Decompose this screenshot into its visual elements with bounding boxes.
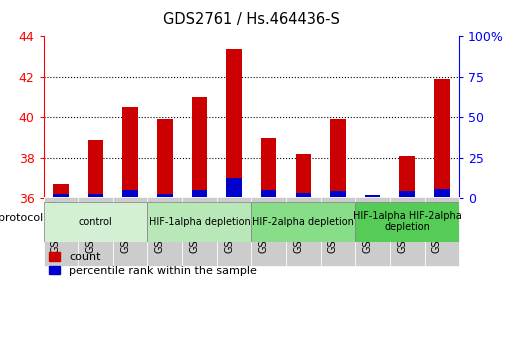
Bar — [365, 195, 380, 198]
Text: GSM71668: GSM71668 — [363, 200, 372, 253]
Bar — [192, 190, 207, 198]
FancyBboxPatch shape — [251, 197, 286, 266]
FancyBboxPatch shape — [355, 197, 390, 266]
Bar — [295, 154, 311, 198]
Bar — [226, 49, 242, 198]
Bar — [365, 196, 380, 198]
Bar — [88, 194, 103, 198]
Bar — [400, 191, 415, 198]
FancyBboxPatch shape — [355, 197, 390, 202]
FancyBboxPatch shape — [251, 202, 355, 242]
FancyBboxPatch shape — [216, 197, 251, 266]
FancyBboxPatch shape — [216, 197, 251, 202]
FancyBboxPatch shape — [148, 197, 182, 266]
Text: GDS2761 / Hs.464436-S: GDS2761 / Hs.464436-S — [163, 12, 340, 27]
Text: GSM71669: GSM71669 — [397, 200, 407, 253]
Bar — [434, 189, 449, 198]
Text: GSM71659: GSM71659 — [51, 200, 61, 253]
Text: GSM71664: GSM71664 — [224, 200, 234, 253]
FancyBboxPatch shape — [44, 202, 148, 242]
Bar — [157, 119, 172, 198]
FancyBboxPatch shape — [182, 197, 216, 202]
Text: GSM71661: GSM71661 — [120, 200, 130, 253]
FancyBboxPatch shape — [390, 197, 424, 202]
Text: protocol: protocol — [0, 213, 43, 223]
FancyBboxPatch shape — [78, 197, 113, 202]
FancyBboxPatch shape — [182, 197, 216, 266]
Bar — [330, 191, 346, 198]
FancyBboxPatch shape — [44, 197, 78, 202]
FancyBboxPatch shape — [286, 197, 321, 266]
FancyBboxPatch shape — [113, 197, 148, 202]
FancyBboxPatch shape — [251, 197, 286, 202]
Bar — [157, 194, 172, 198]
Text: HIF-1alpha HIF-2alpha
depletion: HIF-1alpha HIF-2alpha depletion — [353, 211, 462, 233]
FancyBboxPatch shape — [286, 197, 321, 202]
Legend: count, percentile rank within the sample: count, percentile rank within the sample — [49, 252, 257, 276]
Bar — [400, 156, 415, 198]
FancyBboxPatch shape — [44, 197, 78, 266]
Text: GSM71662: GSM71662 — [155, 200, 165, 253]
FancyBboxPatch shape — [424, 197, 459, 266]
FancyBboxPatch shape — [321, 197, 355, 202]
Bar — [123, 190, 138, 198]
Bar — [261, 138, 277, 198]
Text: HIF-1alpha depletion: HIF-1alpha depletion — [149, 217, 250, 227]
Bar — [226, 178, 242, 198]
Text: GSM71663: GSM71663 — [189, 200, 200, 253]
Text: GSM71667: GSM71667 — [328, 200, 338, 253]
Bar — [434, 79, 449, 198]
Text: HIF-2alpha depletion: HIF-2alpha depletion — [252, 217, 354, 227]
FancyBboxPatch shape — [113, 197, 148, 266]
FancyBboxPatch shape — [321, 197, 355, 266]
Bar — [192, 97, 207, 198]
Bar — [261, 190, 277, 198]
Text: GSM71670: GSM71670 — [432, 200, 442, 253]
Bar — [295, 193, 311, 198]
FancyBboxPatch shape — [390, 197, 424, 266]
FancyBboxPatch shape — [355, 202, 459, 242]
FancyBboxPatch shape — [78, 197, 113, 266]
Bar — [53, 194, 69, 198]
Bar — [53, 184, 69, 198]
FancyBboxPatch shape — [148, 197, 182, 202]
Text: GSM71660: GSM71660 — [86, 200, 95, 253]
Bar — [330, 119, 346, 198]
Text: GSM71665: GSM71665 — [259, 200, 269, 253]
FancyBboxPatch shape — [424, 197, 459, 202]
Bar — [123, 107, 138, 198]
FancyBboxPatch shape — [148, 202, 251, 242]
Bar — [88, 140, 103, 198]
Text: control: control — [78, 217, 112, 227]
Text: GSM71666: GSM71666 — [293, 200, 303, 253]
